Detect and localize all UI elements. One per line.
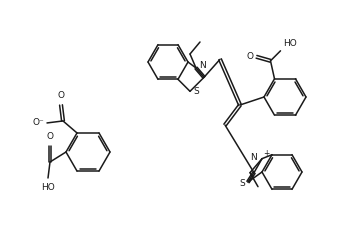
Text: O: O: [246, 52, 254, 61]
Text: +: +: [263, 149, 270, 158]
Text: O⁻: O⁻: [32, 118, 44, 127]
Text: HO: HO: [283, 39, 297, 48]
Text: S: S: [239, 180, 245, 188]
Text: HO: HO: [41, 183, 55, 192]
Text: O: O: [46, 132, 54, 141]
Text: O: O: [58, 91, 64, 100]
Text: N: N: [199, 62, 206, 71]
Text: S: S: [193, 87, 199, 96]
Text: N: N: [250, 153, 257, 162]
